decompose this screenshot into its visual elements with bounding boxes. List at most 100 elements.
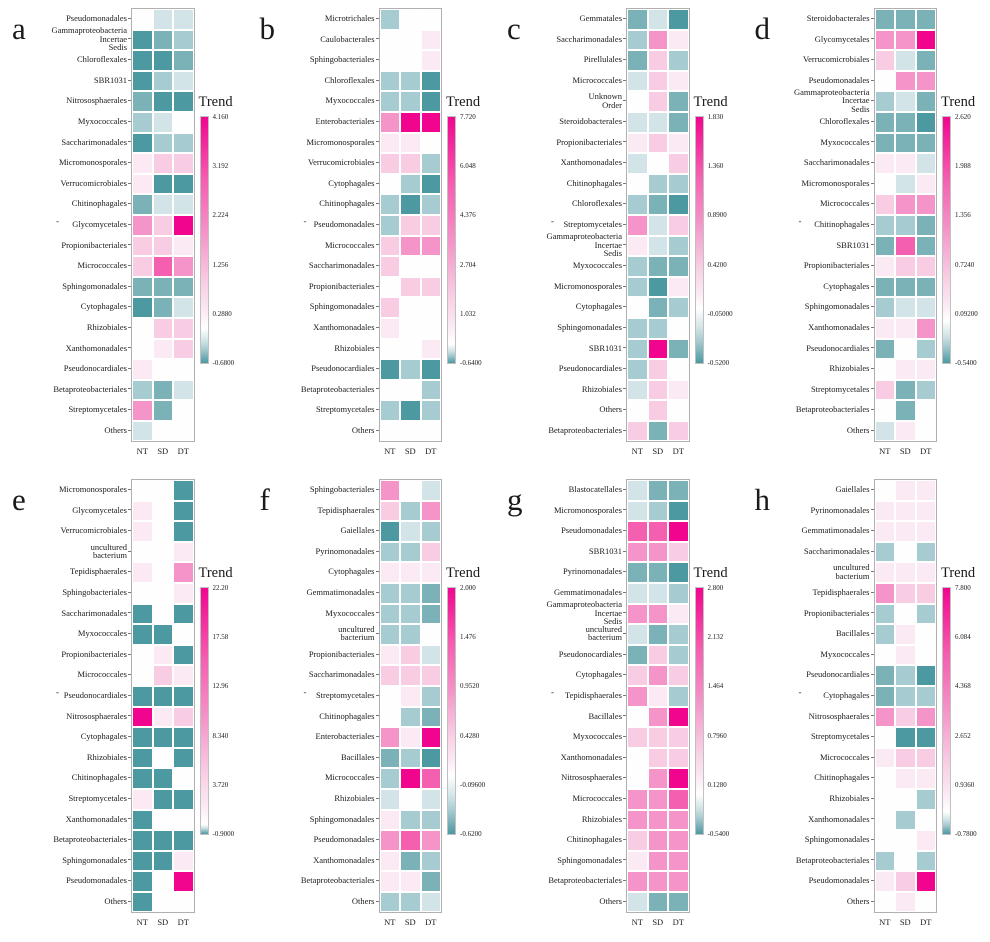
row-label-text: Others xyxy=(846,424,870,435)
y-tick xyxy=(623,409,626,411)
heatmap-cell xyxy=(173,338,194,360)
y-tick xyxy=(375,797,379,799)
colorbar-tick-label: 0.2880 xyxy=(212,309,232,318)
colorbar-tick-label: -0.05000 xyxy=(707,309,733,318)
heatmap-cell xyxy=(915,644,936,666)
row-label: Propionibacteriales xyxy=(495,132,626,153)
panel-body: Gemmatales Saccharimonadales Pirellulales M… xyxy=(495,8,749,456)
row-label-text: Steroidobacterales xyxy=(806,13,870,24)
y-tick xyxy=(623,674,626,676)
heatmap-cell xyxy=(173,297,194,318)
row-label-text: Pseudonocardiales xyxy=(806,342,870,353)
heatmap-cell xyxy=(420,521,441,542)
heatmap-cell xyxy=(874,235,895,257)
heatmap-cell xyxy=(627,214,648,236)
heatmap-cell xyxy=(379,111,400,133)
heatmap-cell xyxy=(132,562,153,583)
row-label: Gaiellales xyxy=(743,479,874,500)
row-label: Sphingomonadales xyxy=(0,850,131,871)
colorbar-ticks: 2.620 1.988 1.356 0.7240 0.09200 -0.5400 xyxy=(955,113,990,367)
heatmap-cell xyxy=(668,850,689,872)
colorbar-tick-label: 4.376 xyxy=(460,211,476,220)
row-label-text: Pseudonocardiales xyxy=(63,689,127,700)
row-label-text: Rhizobiales xyxy=(334,792,375,803)
heatmap-cell xyxy=(152,317,173,339)
row-label-text: Bacillales xyxy=(835,628,870,639)
row-label: Tepidisphaerales xyxy=(248,500,379,521)
heatmap-cell xyxy=(647,297,668,318)
row-label: Sphingobacteriales xyxy=(248,479,379,500)
y-tick xyxy=(870,367,874,369)
heatmap-cell xyxy=(668,317,689,339)
heatmap-cell xyxy=(420,809,441,831)
row-label-text: Others xyxy=(104,424,127,435)
row-label-text: Others xyxy=(599,895,622,906)
row-label-text: Micromonosporales xyxy=(59,157,127,168)
heatmap-cell xyxy=(152,132,173,154)
heatmap-cell xyxy=(420,624,441,645)
colorbar-ticks: 2.800 2.132 1.464 0.7960 0.1280 -0.5400 xyxy=(708,584,750,838)
row-label: Pseudomonadales xyxy=(0,8,131,29)
heatmap-cell xyxy=(647,400,668,421)
row-label-text: Streptomycetales xyxy=(315,404,375,415)
heatmap-cell xyxy=(627,624,648,645)
heatmap-cell xyxy=(420,359,441,380)
colorbar-tick-label: 1.360 xyxy=(707,162,724,171)
row-labels: Microtrichales Caulobacterales Sphingobact… xyxy=(248,8,379,440)
panel-letter: e xyxy=(12,482,26,517)
row-label-text: Propionibacteriales xyxy=(308,280,375,291)
row-label-text: Sphingomonadales xyxy=(309,813,375,824)
row-label-text: Saccharimonadales xyxy=(308,260,375,271)
row-label: Propionibacteriales xyxy=(743,255,874,276)
heatmap-cell xyxy=(627,297,648,318)
heatmap-cell xyxy=(627,400,648,421)
y-tick xyxy=(870,797,874,799)
row-label-text: Saccharimonadales xyxy=(556,33,622,44)
y-tick xyxy=(128,715,131,717)
y-tick xyxy=(128,347,131,349)
y-tick xyxy=(375,100,379,102)
heatmap-cell xyxy=(915,70,936,92)
y-tick xyxy=(870,285,874,287)
heatmap-cell xyxy=(152,830,173,851)
heatmap-cell xyxy=(668,338,689,360)
row-label: Sphingobacteriales xyxy=(248,49,379,70)
y-tick xyxy=(870,632,874,634)
colorbar-ticks: 1.830 1.360 0.8900 0.4200 -0.05000 -0.5200 xyxy=(707,113,750,367)
y-tick xyxy=(128,509,131,511)
heatmap-cell xyxy=(379,276,400,298)
heatmap-cell xyxy=(379,603,400,625)
colorbar-tick-label: 7.720 xyxy=(460,113,476,121)
row-label: Chitinophagales xyxy=(248,193,379,214)
row-label-text: Xanthomonadales xyxy=(313,854,375,865)
row-label: Micromonosporales xyxy=(0,152,131,173)
heatmap-cell xyxy=(647,29,668,51)
y-tick xyxy=(375,203,379,205)
y-tick xyxy=(128,797,131,799)
row-label: Others xyxy=(248,891,379,912)
x-axis-label: DT xyxy=(425,917,437,928)
heatmap-cell xyxy=(647,420,668,442)
row-label: Gemmatales xyxy=(495,8,626,29)
row-label-text: Pseudonocardiales xyxy=(63,363,127,374)
y-tick xyxy=(623,326,626,328)
row-label-text: Betaproteobacteriales xyxy=(548,875,622,886)
y-tick xyxy=(623,161,626,163)
colorbar-wrap: 7.720 6.048 4.376 2.704 1.032 -0.6400 xyxy=(447,113,501,367)
heatmap-cell xyxy=(400,91,421,112)
heatmap-cell xyxy=(379,850,400,872)
row-label: uncultured bacterium xyxy=(743,561,874,582)
row-label: Glycomycetales xyxy=(743,29,874,50)
heatmap-cell xyxy=(420,644,441,666)
heatmap-cell xyxy=(132,420,153,442)
y-tick xyxy=(623,264,626,266)
heatmap-cell xyxy=(173,153,194,174)
row-label: Saccharimonadales xyxy=(743,152,874,173)
heatmap-cell xyxy=(647,256,668,277)
row-label-text: Tepidisphaerales xyxy=(70,566,127,577)
x-axis-label: SD xyxy=(404,446,416,457)
row-label: Others xyxy=(743,420,874,441)
heatmap-cell xyxy=(379,480,400,501)
heatmap-cell xyxy=(173,91,194,112)
heatmap-cell xyxy=(915,50,936,71)
